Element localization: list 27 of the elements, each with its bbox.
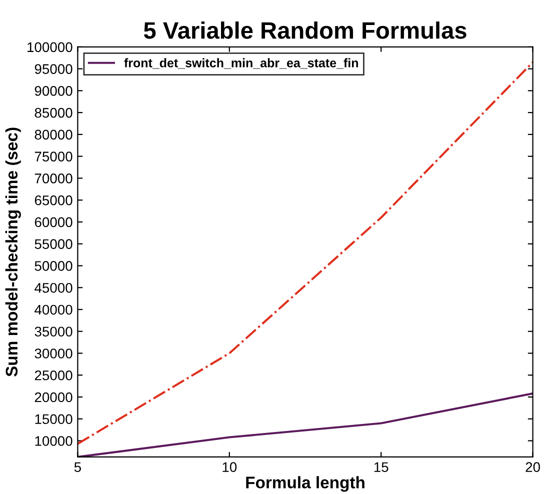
y-tick-label: 95000 — [34, 64, 72, 74]
y-tick-label: 55000 — [34, 239, 72, 250]
y-tick-label: 70000 — [34, 174, 72, 184]
y-tick-label: 65000 — [34, 195, 72, 206]
y-tick-label: 50000 — [34, 261, 72, 271]
y-tick-label: 35000 — [34, 326, 72, 337]
x-tick-label: 5 — [74, 462, 81, 472]
y-tick-label: 30000 — [34, 348, 72, 358]
chart-title: 5 Variable Random Formulas — [144, 21, 466, 39]
x-tick-label: 20 — [526, 462, 540, 472]
y-tick-label: 60000 — [34, 217, 72, 228]
y-tick-label: 100000 — [28, 42, 72, 52]
y-tick-label: 15000 — [35, 414, 72, 424]
y-tick-label: 20000 — [34, 392, 72, 402]
y-tick-label: 75000 — [34, 152, 72, 162]
x-tick-label: 15 — [374, 462, 388, 472]
y-tick-label: 80000 — [34, 130, 72, 140]
y-tick-label: 40000 — [34, 304, 72, 315]
legend-label: front_det_switch_min_abr_ea_state_fin — [124, 58, 358, 69]
y-tick-label: 90000 — [34, 86, 72, 96]
x-tick-label: 10 — [222, 462, 237, 472]
y-tick-label: 10000 — [35, 436, 72, 446]
y-tick-label: 85000 — [34, 108, 72, 118]
y-tick-label: 25000 — [34, 370, 72, 380]
x-axis-title: Formula length — [246, 476, 364, 492]
y-tick-label: 45000 — [34, 282, 72, 293]
y-axis-title: Sum model-checking time (sec) — [5, 128, 21, 376]
